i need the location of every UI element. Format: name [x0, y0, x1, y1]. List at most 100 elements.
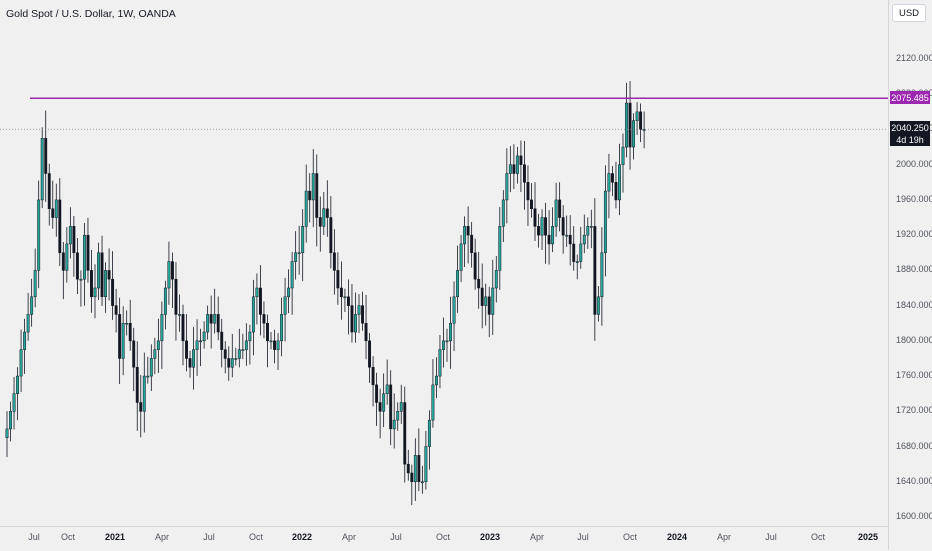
candle-body [579, 243, 583, 262]
candle-body [9, 411, 12, 430]
candle-body [61, 252, 65, 271]
candle-body [442, 340, 445, 350]
candle-body [466, 226, 470, 236]
candle-body [505, 173, 509, 201]
price-axis-label: 1880.000 [896, 264, 932, 275]
candle-body [470, 234, 474, 254]
time-axis[interactable] [0, 526, 888, 551]
candle-body [125, 322, 129, 325]
candle-body [199, 340, 203, 343]
candle-body [283, 296, 287, 315]
price-axis-label: 1680.000 [896, 440, 932, 451]
candle-body [399, 402, 403, 412]
candle-body [540, 217, 544, 236]
candle-body [54, 199, 58, 218]
candle-body [427, 419, 431, 447]
candle-body [322, 208, 326, 227]
time-axis-label: 2022 [291, 532, 313, 542]
candle-body [547, 234, 551, 245]
candle-body [290, 261, 294, 289]
time-axis-label: 2023 [479, 532, 501, 542]
price-axis-label: 1920.000 [896, 229, 932, 240]
candle-body [325, 208, 329, 218]
candle-body [575, 261, 579, 263]
candle-body [494, 270, 498, 289]
resistance-price-tag: 2075.485 [890, 91, 930, 104]
candle-body [484, 296, 488, 306]
currency-button[interactable]: USD [892, 4, 926, 22]
candle-body [434, 375, 438, 386]
candle-body [220, 331, 224, 350]
candle-body [551, 226, 555, 245]
candle-body [452, 296, 456, 324]
candle-body [392, 419, 396, 430]
countdown-timer: 4d 19h [896, 134, 924, 145]
candlestick-chart[interactable] [0, 0, 888, 526]
price-axis-label: 1720.000 [896, 405, 932, 416]
candle-body [610, 173, 614, 183]
candle-body [420, 481, 424, 484]
candle-body [135, 367, 139, 403]
candle-body [607, 173, 611, 192]
candle-body [248, 331, 252, 342]
candle-body [417, 455, 421, 483]
candle-body [501, 199, 505, 227]
chart-area[interactable] [0, 0, 888, 526]
candle-body [642, 129, 646, 131]
candle-body [132, 340, 136, 368]
candle-body [5, 428, 9, 438]
candle-body [163, 287, 167, 315]
candle-body [251, 296, 255, 333]
candle-body [146, 375, 150, 378]
candle-body [315, 173, 319, 218]
candle-body [512, 164, 516, 174]
candle-body [107, 270, 111, 280]
candle-body [522, 164, 526, 183]
candle-body [241, 349, 245, 351]
candle-body [519, 155, 523, 165]
candle-body [37, 199, 41, 271]
candle-body [40, 138, 44, 201]
candle-body [178, 314, 181, 316]
time-axis-label: Jul [28, 532, 40, 542]
candle-body [332, 252, 336, 271]
price-axis[interactable] [888, 0, 932, 550]
candle-body [639, 111, 643, 130]
candle-body [44, 138, 48, 174]
candle-body [354, 314, 357, 333]
candle-body [181, 314, 185, 342]
candle-body [515, 155, 519, 174]
candle-body [58, 199, 62, 254]
candle-body [544, 217, 548, 236]
candle-body [600, 252, 604, 298]
candle-body [558, 199, 562, 218]
candle-body [336, 270, 340, 289]
candle-body [209, 314, 213, 324]
candle-body [487, 296, 491, 315]
time-axis-label: Apr [529, 532, 545, 542]
time-axis-label: Oct [622, 532, 638, 542]
candle-body [216, 314, 220, 333]
candle-body [406, 463, 410, 474]
candle-body [304, 190, 308, 227]
candle-body [301, 226, 305, 254]
candle-body [413, 455, 417, 483]
candle-body [65, 243, 69, 271]
candle-body [23, 331, 27, 350]
candle-body [51, 208, 55, 218]
candle-body [167, 261, 171, 289]
candle-body [97, 252, 100, 289]
candle-body [491, 287, 495, 315]
candle-body [255, 287, 259, 298]
candle-body [237, 349, 241, 359]
candle-body [533, 208, 537, 227]
candle-body [459, 243, 463, 271]
candle-body [244, 340, 248, 350]
candle-body [100, 252, 104, 298]
candle-body [19, 349, 23, 377]
candle-body [596, 296, 600, 315]
price-axis-label: 1800.000 [896, 334, 932, 345]
candle-body [213, 314, 217, 324]
candle-body [121, 322, 125, 359]
candle-body [350, 305, 354, 333]
